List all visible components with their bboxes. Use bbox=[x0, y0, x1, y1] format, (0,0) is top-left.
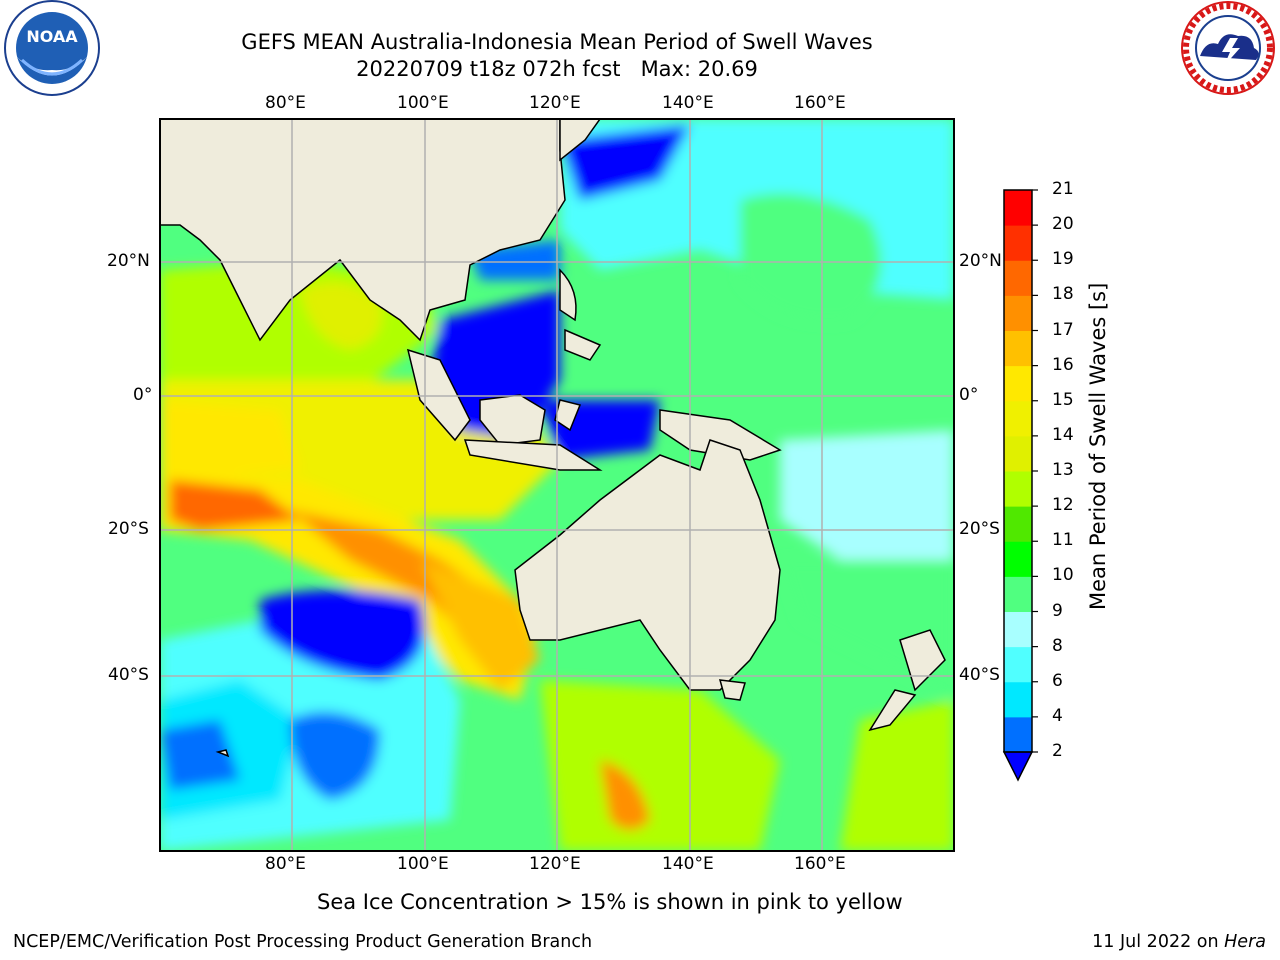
footer-branch: NCEP/EMC/Verification Post Processing Pr… bbox=[13, 932, 593, 952]
lon-tick-top: 120°E bbox=[529, 93, 581, 113]
lon-tick-bottom: 140°E bbox=[662, 854, 714, 874]
colorbar-tick-label: 20 bbox=[1052, 214, 1074, 235]
colorbar-tick-label: 17 bbox=[1052, 319, 1074, 340]
chart-subtitle: 20220709 t18z 072h fcst Max: 20.69 bbox=[356, 57, 758, 81]
colorbar-tick-label: 14 bbox=[1052, 424, 1074, 445]
colorbar-segment bbox=[1004, 471, 1032, 507]
colorbar-segment bbox=[1004, 541, 1032, 577]
lat-tick-left: 20°S bbox=[108, 519, 149, 539]
lat-tick-left: 40°S bbox=[108, 665, 149, 685]
lon-tick-top: 140°E bbox=[662, 93, 714, 113]
colorbar-tick-label: 19 bbox=[1052, 249, 1074, 270]
colorbar-tick-label: 16 bbox=[1052, 354, 1074, 375]
lon-tick-top: 160°E bbox=[794, 93, 846, 113]
chart-title: GEFS MEAN Australia-Indonesia Mean Perio… bbox=[241, 30, 873, 54]
colorbar-tick-label: 18 bbox=[1052, 284, 1074, 305]
footer-date-text: 11 Jul 2022 on bbox=[1092, 932, 1225, 952]
colorbar-segment bbox=[1004, 435, 1032, 472]
lat-tick-right: 20°N bbox=[959, 251, 1002, 271]
sea-ice-note: Sea Ice Concentration > 15% is shown in … bbox=[317, 890, 903, 914]
lat-tick-right: 40°S bbox=[959, 665, 1000, 685]
lat-tick-right: 0° bbox=[959, 385, 979, 405]
noaa-logo: NOAA bbox=[2, 0, 102, 100]
map-frame bbox=[159, 118, 955, 852]
nws-logo bbox=[1178, 0, 1278, 100]
colorbar-label: Mean Period of Swell Waves [s] bbox=[1086, 282, 1110, 610]
colorbar-tick-label: 8 bbox=[1052, 635, 1063, 656]
colorbar-tick-label: 6 bbox=[1052, 670, 1063, 691]
colorbar-tick-label: 2 bbox=[1052, 741, 1063, 761]
lat-tick-left: 20°N bbox=[107, 251, 150, 271]
colorbar-tick-label: 13 bbox=[1052, 460, 1074, 480]
colorbar-segment bbox=[1004, 365, 1032, 402]
colorbar-segment bbox=[1004, 225, 1032, 261]
colorbar-segment bbox=[1004, 506, 1032, 542]
colorbar-extend bbox=[1002, 751, 1034, 782]
colorbar-tick-label: 12 bbox=[1052, 495, 1074, 516]
colorbar-segment bbox=[1004, 576, 1032, 612]
noaa-logo-text: NOAA bbox=[26, 27, 78, 46]
colorbar-segment bbox=[1004, 716, 1032, 753]
lat-tick-left: 0° bbox=[133, 385, 153, 405]
lon-tick-bottom: 100°E bbox=[397, 854, 449, 874]
colorbar-tick-label: 11 bbox=[1052, 530, 1074, 551]
colorbar-segment bbox=[1004, 611, 1032, 648]
colorbar-segment bbox=[1004, 190, 1032, 226]
colorbar bbox=[1002, 189, 1038, 782]
colorbar-tick-label: 10 bbox=[1052, 565, 1074, 586]
colorbar-segment bbox=[1004, 295, 1032, 331]
lat-tick-right: 20°S bbox=[959, 519, 1000, 539]
colorbar-segment bbox=[1004, 330, 1032, 367]
colorbar-segment bbox=[1004, 646, 1032, 683]
land-masses bbox=[160, 119, 946, 758]
lon-tick-top: 80°E bbox=[265, 93, 306, 113]
footer-machine: Hera bbox=[1224, 932, 1266, 952]
colorbar-segment bbox=[1004, 400, 1032, 437]
colorbar-tick-label: 15 bbox=[1052, 389, 1074, 410]
footer-date: 11 Jul 2022 on Hera bbox=[1092, 932, 1266, 952]
lon-tick-bottom: 80°E bbox=[265, 854, 306, 874]
colorbar-tick-label: 4 bbox=[1052, 705, 1063, 726]
map-gridlines bbox=[160, 119, 954, 851]
colorbar-tick-label: 21 bbox=[1052, 179, 1074, 199]
colorbar-tick-label: 9 bbox=[1052, 600, 1063, 621]
lon-tick-bottom: 160°E bbox=[794, 854, 846, 874]
lon-tick-bottom: 120°E bbox=[529, 854, 581, 874]
colorbar-segment bbox=[1004, 260, 1032, 296]
lon-tick-top: 100°E bbox=[397, 93, 449, 113]
colorbar-segment bbox=[1004, 681, 1032, 718]
